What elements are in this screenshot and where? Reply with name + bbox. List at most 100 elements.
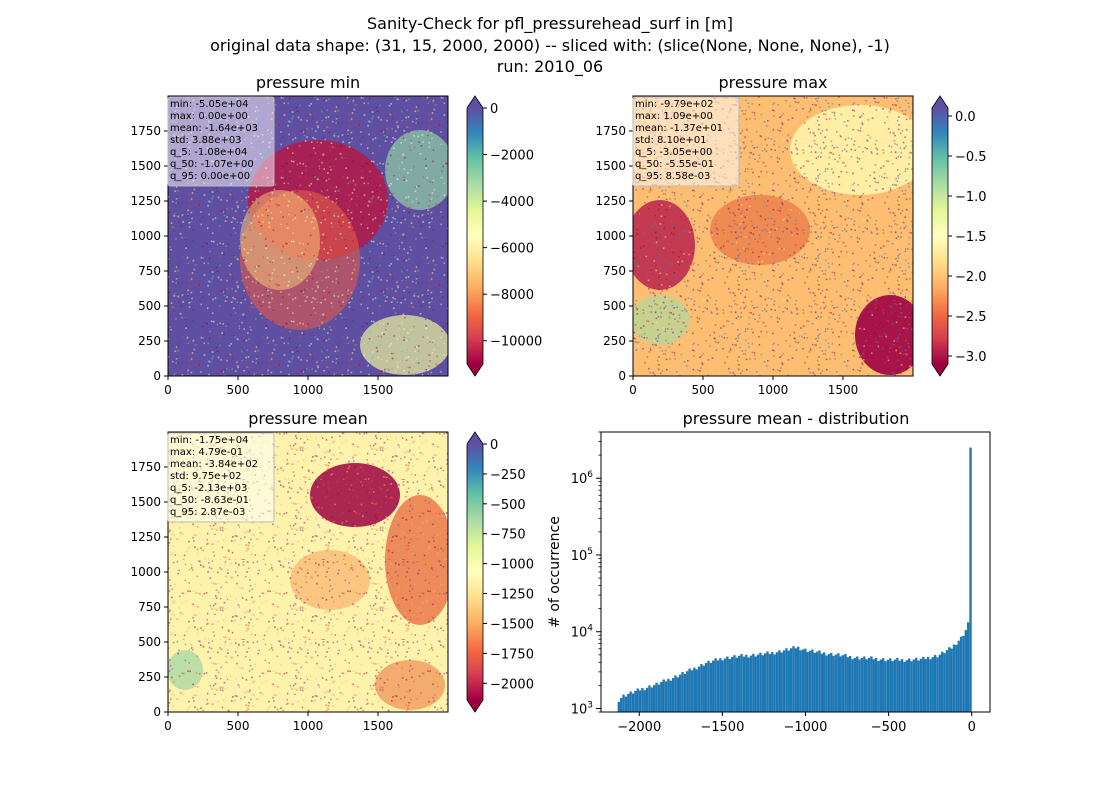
panel-pressure-mean: pressure mean 0 500 1000 1500 0 250 500 750 100…	[130, 409, 534, 733]
colorbar-tick-label: 0.0	[955, 110, 976, 125]
x-axis: 0 500 1000 1500	[164, 376, 393, 397]
colorbar-extend-min	[932, 364, 948, 376]
colorbar-outline	[466, 431, 484, 713]
histogram-bar	[700, 663, 703, 712]
histogram-bar	[851, 659, 854, 712]
histogram-bar	[905, 660, 908, 712]
histogram-bar	[707, 660, 710, 712]
stats-line: q_50: -1.07e+00	[170, 159, 254, 170]
histogram-bar	[933, 655, 937, 712]
histogram-bar	[683, 673, 687, 712]
histogram-bar	[870, 656, 873, 712]
histogram-bar	[823, 652, 826, 712]
histogram-bar	[674, 675, 677, 712]
histogram-bar	[863, 656, 866, 712]
panel-pressure-min: pressure min 0 500 1000 1500 0 250 500 750 1000…	[130, 73, 542, 397]
histogram-bar	[811, 649, 814, 712]
y-axis: 0 250 500 750 1000 1250 1500 1750	[130, 460, 168, 719]
histogram-bar	[789, 648, 793, 712]
histogram-bar	[638, 690, 642, 712]
histogram-bar	[671, 678, 675, 712]
histogram-bar	[723, 658, 727, 712]
histogram-bar	[825, 655, 828, 712]
stats-line: mean: -1.64e+03	[170, 123, 258, 134]
histogram-bar	[818, 650, 821, 712]
histogram-bar	[910, 661, 913, 712]
colorbar-tick-label: −500	[490, 498, 526, 513]
y-tick-label: 250	[603, 334, 626, 348]
histogram-bar	[629, 691, 632, 712]
colorbar-tick-label: −10000	[490, 335, 542, 350]
y-axis: 0 250 500 750 1000 1250 1500 1750	[595, 124, 633, 383]
stats-line: min: -5.05e+04	[170, 99, 249, 110]
y-tick-exponent: 6	[587, 470, 593, 480]
histogram-bar	[959, 636, 963, 712]
histogram-bar	[799, 650, 802, 712]
histogram-bar	[964, 630, 967, 712]
histogram-bar	[941, 651, 944, 712]
histogram-bar	[900, 659, 904, 712]
histogram-bar	[697, 666, 701, 712]
colorbar-tick-label: −1750	[490, 647, 534, 662]
stats-box-background	[167, 96, 275, 187]
x-axis: 0 500 1000 1500	[164, 712, 393, 733]
colorbar-tick-label: 0	[490, 102, 498, 117]
colorbar-tick-label: −1250	[490, 588, 534, 603]
y-tick-label: 0	[153, 369, 161, 383]
y-tick-base: 10	[571, 626, 588, 641]
colorbar: 0.0 −0.5 −1.0 −1.5 −2.0 −2.5 −3.0	[931, 95, 987, 377]
histogram-bar	[728, 659, 731, 712]
colorbar-tick-label: −2.5	[955, 310, 987, 325]
histogram-bar	[882, 658, 885, 712]
histogram-bar	[966, 622, 970, 712]
histogram-bar	[622, 694, 625, 712]
x-tick-label: 500	[227, 383, 250, 397]
y-tick-exponent: 3	[587, 700, 593, 710]
colorbar: 0 −2000 −4000 −6000 −8000 −10000	[466, 95, 542, 377]
histogram-bar	[653, 685, 656, 712]
y-tick-label: 1500	[130, 159, 161, 173]
histogram-bar	[768, 653, 772, 712]
x-tick-label: 1500	[363, 383, 394, 397]
histogram-bar	[785, 648, 788, 712]
histogram-bar	[787, 650, 790, 712]
y-tick-label: 1000	[595, 229, 626, 243]
histogram-bar	[745, 654, 748, 712]
x-tick-label: 500	[227, 719, 250, 733]
histogram-bar	[726, 656, 729, 712]
histogram-bars	[617, 447, 972, 712]
histogram-bar	[759, 652, 762, 712]
y-tick-label: 103	[571, 700, 593, 717]
stats-line: max: 0.00e+00	[170, 111, 248, 122]
histogram-bar	[844, 654, 847, 712]
histogram-bar	[936, 657, 939, 712]
x-tick-label: 1000	[758, 383, 789, 397]
histogram-bar	[839, 656, 842, 712]
histogram-bar	[648, 685, 651, 712]
colorbar-tick-label: −2.0	[955, 270, 987, 285]
histogram-bar	[681, 672, 684, 712]
histogram-bar	[886, 659, 890, 712]
histogram-bar	[645, 687, 649, 712]
y-tick-label: 1750	[595, 124, 626, 138]
histogram-bar	[896, 657, 899, 712]
x-axis: −2000 −1500 −1000 −500 0	[617, 712, 976, 735]
histogram-bar	[813, 652, 816, 712]
histogram-bar	[830, 652, 833, 712]
histogram-bar	[624, 696, 628, 712]
histogram-bar	[806, 651, 809, 712]
histogram-bar	[834, 654, 838, 712]
y-tick-label: 1750	[130, 124, 161, 138]
colorbar-tick-label: −4000	[490, 195, 534, 210]
histogram-bar	[761, 655, 764, 712]
y-tick-label: 250	[138, 670, 161, 684]
colorbar-outline	[931, 95, 949, 377]
histogram-bar	[846, 657, 849, 712]
stats-box-background	[632, 96, 740, 187]
x-tick-label: 500	[692, 383, 715, 397]
histogram-bar	[943, 653, 946, 712]
x-tick-label: 0	[164, 719, 172, 733]
histogram-bar	[712, 660, 715, 712]
colorbar: 0 −250 −500 −750 −1000 −1250 −1500 −1750 −2000	[466, 431, 534, 713]
